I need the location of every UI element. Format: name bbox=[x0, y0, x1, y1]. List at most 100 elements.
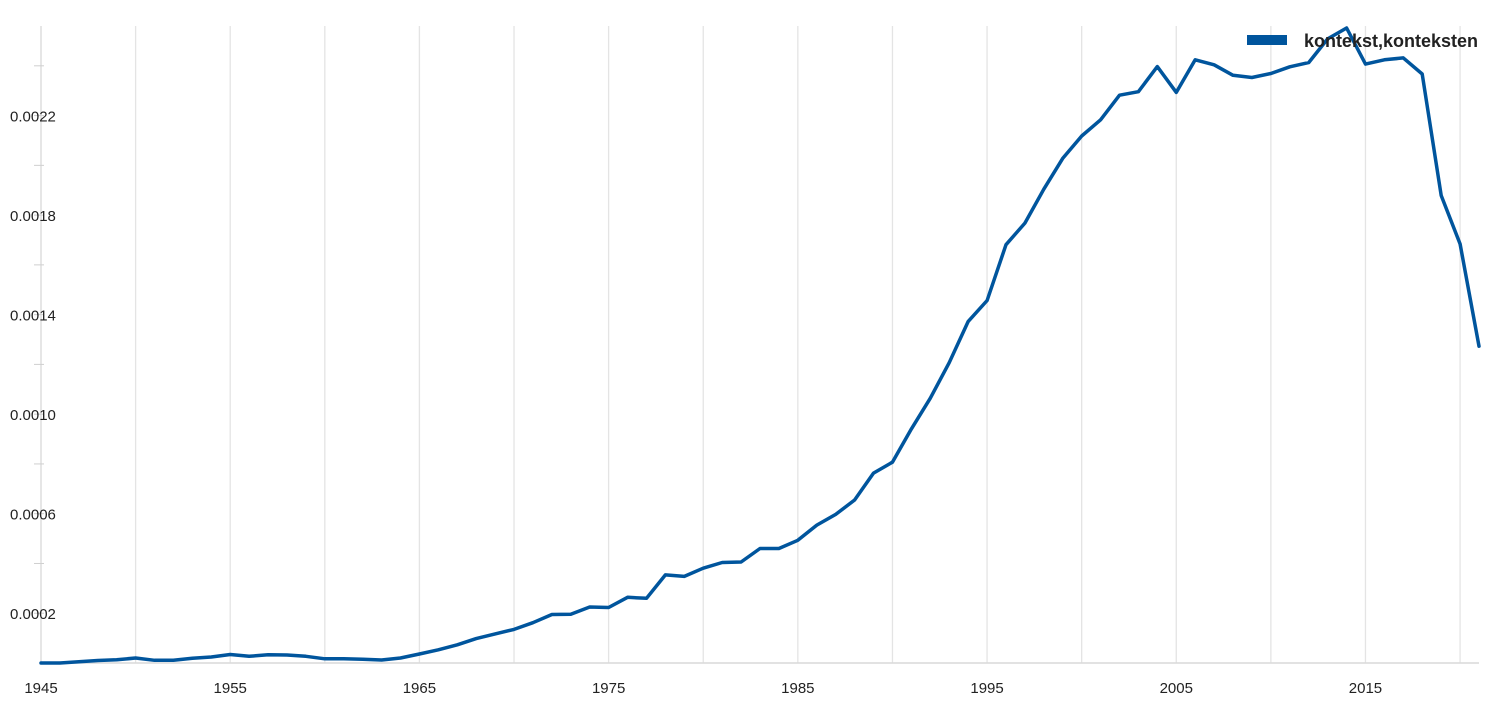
data-point bbox=[758, 547, 762, 550]
x-tick-label: 1985 bbox=[781, 680, 814, 697]
data-point bbox=[1061, 157, 1064, 160]
x-tick-label: 1975 bbox=[592, 680, 625, 697]
data-point bbox=[399, 656, 402, 660]
data-point bbox=[777, 547, 781, 550]
data-point bbox=[1118, 94, 1121, 97]
y-tick-label: 0.0022 bbox=[10, 109, 56, 126]
data-point bbox=[702, 567, 705, 570]
data-point bbox=[285, 653, 289, 657]
data-point bbox=[77, 660, 81, 663]
data-point bbox=[1042, 188, 1046, 191]
data-point bbox=[361, 658, 364, 661]
data-point bbox=[493, 632, 497, 636]
data-point bbox=[683, 575, 686, 578]
data-point bbox=[1383, 58, 1386, 61]
tick-labels: 0.0002 0.0006 0.0010 0.0014 0.0018 0.0022 1945… bbox=[10, 109, 1382, 697]
y-tick-label: 0.0014 bbox=[10, 308, 56, 325]
data-point bbox=[1326, 37, 1329, 41]
data-point bbox=[1194, 58, 1197, 61]
data-point bbox=[948, 361, 951, 364]
data-point bbox=[1307, 61, 1310, 64]
data-point bbox=[1250, 76, 1254, 79]
data-point bbox=[1212, 63, 1216, 66]
data-point bbox=[1477, 345, 1481, 348]
x-tick-label: 1995 bbox=[970, 680, 1003, 697]
y-tick-label: 0.0010 bbox=[10, 407, 56, 424]
data-point bbox=[247, 655, 251, 658]
data-point bbox=[721, 561, 724, 564]
data-point bbox=[418, 652, 421, 656]
data-point bbox=[456, 643, 459, 646]
data-point bbox=[475, 637, 478, 640]
data-point bbox=[512, 628, 516, 631]
data-point bbox=[550, 613, 554, 616]
data-point bbox=[1004, 243, 1008, 246]
data-point bbox=[1175, 91, 1178, 94]
data-point bbox=[929, 397, 932, 400]
x-tick-label: 1965 bbox=[403, 680, 436, 697]
data-point bbox=[531, 621, 535, 624]
y-tick-label: 0.0002 bbox=[10, 606, 56, 623]
data-point bbox=[834, 513, 837, 516]
data-point bbox=[664, 573, 667, 577]
series-layer bbox=[39, 26, 1481, 665]
data-point bbox=[323, 657, 326, 660]
data-point bbox=[1458, 242, 1462, 246]
data-point bbox=[191, 657, 194, 660]
data-point bbox=[588, 605, 591, 609]
data-point bbox=[796, 539, 799, 542]
axes bbox=[34, 26, 1479, 664]
data-point bbox=[266, 653, 270, 656]
data-point bbox=[342, 657, 345, 660]
data-point bbox=[1137, 90, 1140, 93]
legend-label: kontekst,konteksten bbox=[1304, 31, 1478, 51]
data-point bbox=[1269, 72, 1273, 75]
x-tick-label: 2005 bbox=[1160, 680, 1193, 697]
data-point bbox=[1156, 65, 1159, 68]
data-point bbox=[1231, 74, 1235, 77]
data-point bbox=[96, 659, 100, 662]
x-tick-label: 1945 bbox=[24, 680, 57, 697]
data-point bbox=[1080, 134, 1083, 138]
data-point bbox=[1023, 221, 1027, 225]
gridlines bbox=[134, 26, 1461, 663]
data-point bbox=[872, 471, 875, 475]
data-point bbox=[739, 560, 743, 564]
data-point bbox=[815, 523, 818, 527]
data-point bbox=[607, 606, 610, 609]
data-point bbox=[39, 661, 43, 665]
data-point bbox=[985, 299, 989, 302]
data-point bbox=[626, 596, 629, 599]
legend[interactable]: kontekst,konteksten bbox=[1247, 31, 1478, 51]
data-point bbox=[115, 658, 118, 661]
data-point bbox=[1288, 65, 1292, 69]
legend-swatch bbox=[1247, 35, 1287, 45]
data-point bbox=[437, 648, 440, 651]
data-point bbox=[910, 427, 913, 431]
data-point bbox=[569, 613, 572, 616]
data-point bbox=[58, 661, 62, 665]
data-point bbox=[1440, 194, 1443, 197]
data-point bbox=[172, 659, 175, 662]
y-tick-label: 0.0018 bbox=[10, 208, 56, 225]
data-point bbox=[645, 597, 648, 600]
data-point bbox=[153, 659, 156, 662]
data-point bbox=[1364, 62, 1367, 66]
data-point bbox=[134, 656, 137, 660]
data-point bbox=[891, 461, 894, 464]
data-point bbox=[380, 658, 383, 662]
x-tick-label: 2015 bbox=[1349, 680, 1382, 697]
data-point bbox=[853, 498, 856, 502]
series-line bbox=[39, 26, 1481, 665]
data-point bbox=[966, 320, 970, 323]
x-tick-label: 1955 bbox=[214, 680, 247, 697]
data-point bbox=[210, 655, 213, 659]
data-point bbox=[1345, 26, 1348, 30]
data-point bbox=[1099, 118, 1102, 122]
data-point bbox=[1421, 72, 1424, 76]
data-point bbox=[229, 653, 232, 656]
data-point bbox=[304, 655, 308, 658]
y-tick-label: 0.0006 bbox=[10, 507, 56, 524]
